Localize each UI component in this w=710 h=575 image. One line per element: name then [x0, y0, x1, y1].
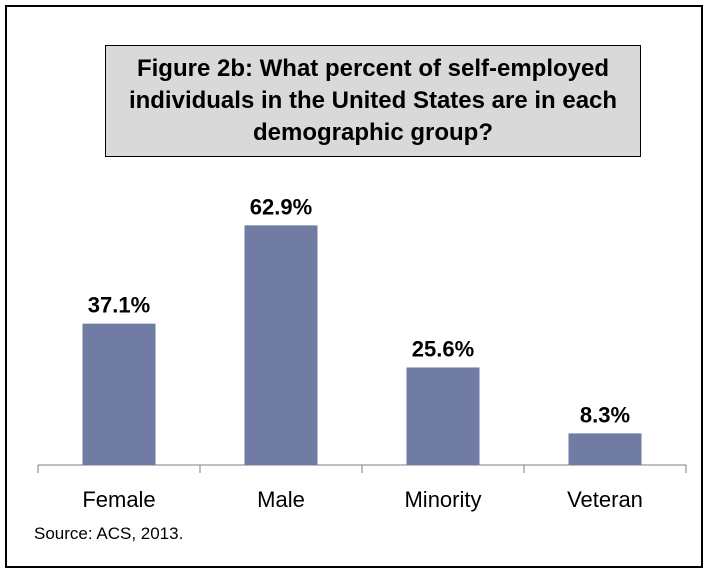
category-label-minority: Minority	[404, 487, 481, 512]
chart-title: Figure 2b: What percent of self-employed…	[128, 55, 618, 146]
bar-male	[244, 225, 318, 465]
chart-title-box: Figure 2b: What percent of self-employed…	[105, 45, 641, 157]
bar-veteran	[568, 433, 642, 465]
data-label-female: 37.1%	[88, 293, 150, 318]
category-label-veteran: Veteran	[567, 487, 643, 512]
category-label-female: Female	[82, 487, 155, 512]
data-label-veteran: 8.3%	[580, 402, 630, 427]
data-label-minority: 25.6%	[412, 336, 474, 361]
bar-female	[82, 323, 156, 465]
source-note: Source: ACS, 2013.	[34, 524, 184, 543]
bar-minority	[406, 367, 480, 465]
data-label-male: 62.9%	[250, 194, 312, 219]
category-label-male: Male	[257, 487, 305, 512]
